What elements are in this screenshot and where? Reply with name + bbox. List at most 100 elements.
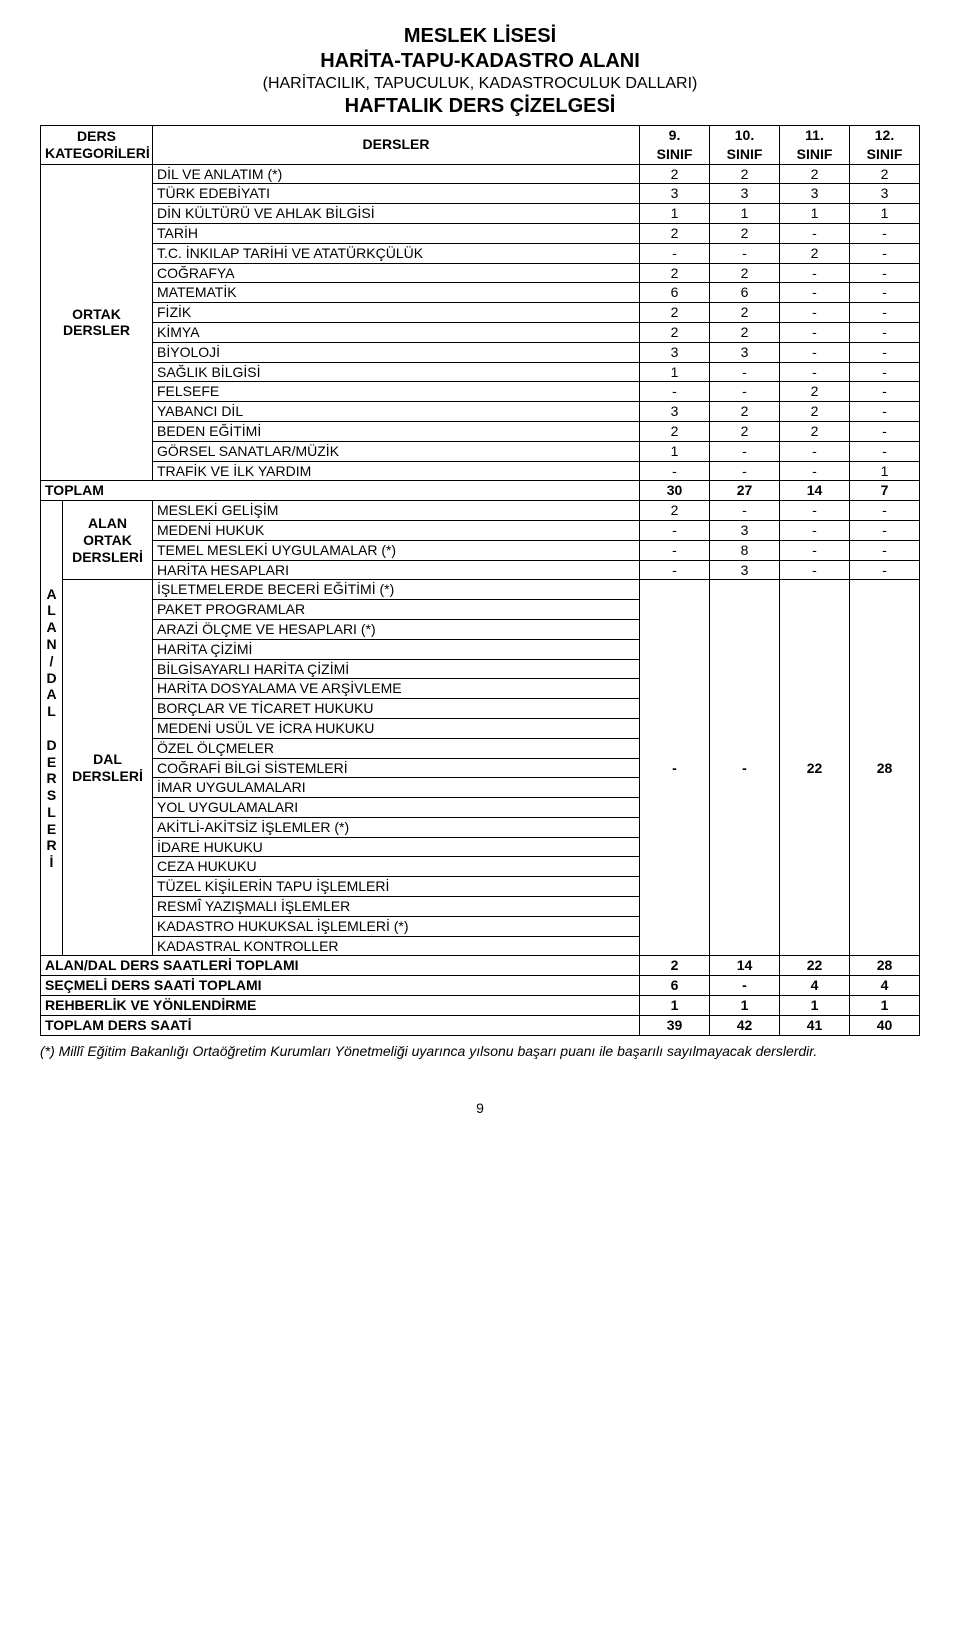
course-value: 1 xyxy=(640,362,710,382)
title-line-4: HAFTALIK DERS ÇİZELGESİ xyxy=(40,94,920,119)
title-line-2: HARİTA-TAPU-KADASTRO ALANI xyxy=(40,49,920,74)
course-value: 2 xyxy=(640,223,710,243)
course-name: YABANCI DİL xyxy=(153,402,640,422)
table-row: FELSEFE--2- xyxy=(41,382,920,402)
course-name: TÜRK EDEBİYATI xyxy=(153,184,640,204)
toplam-v12: 7 xyxy=(850,481,920,501)
table-row: DİN KÜLTÜRÜ VE AHLAK BİLGİSİ1111 xyxy=(41,204,920,224)
course-value: - xyxy=(850,283,920,303)
header-c9a: 9. xyxy=(640,126,710,145)
course-name: AKİTLİ-AKİTSİZ İŞLEMLER (*) xyxy=(153,817,640,837)
course-value: 2 xyxy=(850,164,920,184)
table-row: TEMEL MESLEKİ UYGULAMALAR (*)-8-- xyxy=(41,540,920,560)
toplam-v10: 27 xyxy=(710,481,780,501)
summary-value: 6 xyxy=(640,976,710,996)
course-value: - xyxy=(850,501,920,521)
course-value: - xyxy=(780,342,850,362)
course-value: 2 xyxy=(780,402,850,422)
course-value: 3 xyxy=(710,520,780,540)
title-line-3: (HARİTACILIK, TAPUCULUK, KADASTROCULUK D… xyxy=(40,74,920,94)
course-value: - xyxy=(850,540,920,560)
course-value: - xyxy=(850,520,920,540)
course-value: - xyxy=(850,421,920,441)
course-value: 2 xyxy=(710,223,780,243)
course-value: 3 xyxy=(780,184,850,204)
course-value: 6 xyxy=(640,283,710,303)
course-value: - xyxy=(780,263,850,283)
course-name: FİZİK xyxy=(153,303,640,323)
course-value: - xyxy=(640,461,710,481)
course-value: 6 xyxy=(710,283,780,303)
table-row: YABANCI DİL322- xyxy=(41,402,920,422)
course-value: 3 xyxy=(710,184,780,204)
course-value: - xyxy=(780,223,850,243)
header-c9b: SINIF xyxy=(640,145,710,164)
header-c12b: SINIF xyxy=(850,145,920,164)
alan-dal-vertical-label: ALAN/DALDERSLERİ xyxy=(41,501,63,956)
table-row: TÜRK EDEBİYATI3333 xyxy=(41,184,920,204)
course-name: GÖRSEL SANATLAR/MÜZİK xyxy=(153,441,640,461)
course-value: 8 xyxy=(710,540,780,560)
course-value: - xyxy=(780,362,850,382)
course-value: - xyxy=(850,303,920,323)
course-name: COĞRAFİ BİLGİ SİSTEMLERİ xyxy=(153,758,640,778)
summary-value: 39 xyxy=(640,1015,710,1035)
schedule-table: DERS KATEGORİLERİ DERSLER 9. 10. 11. 12.… xyxy=(40,125,920,1036)
course-value: 1 xyxy=(710,204,780,224)
course-value: - xyxy=(780,461,850,481)
course-name: ARAZİ ÖLÇME VE HESAPLARI (*) xyxy=(153,619,640,639)
course-name: İMAR UYGULAMALARI xyxy=(153,778,640,798)
course-name: SAĞLIK BİLGİSİ xyxy=(153,362,640,382)
course-name: KİMYA xyxy=(153,322,640,342)
dal-block-value: - xyxy=(640,580,710,956)
course-value: 3 xyxy=(640,184,710,204)
summary-value: 1 xyxy=(850,996,920,1016)
toplam-v9: 30 xyxy=(640,481,710,501)
course-name: HARİTA HESAPLARI xyxy=(153,560,640,580)
course-value: 2 xyxy=(710,322,780,342)
summary-value: 14 xyxy=(710,956,780,976)
course-value: 1 xyxy=(780,204,850,224)
header-courses: DERSLER xyxy=(153,126,640,165)
course-name: İŞLETMELERDE BECERİ EĞİTİMİ (*) xyxy=(153,580,640,600)
course-value: 3 xyxy=(850,184,920,204)
course-value: - xyxy=(640,540,710,560)
course-name: RESMÎ YAZIŞMALI İŞLEMLER xyxy=(153,897,640,917)
table-row: TRAFİK VE İLK YARDIM---1 xyxy=(41,461,920,481)
table-row: FİZİK22-- xyxy=(41,303,920,323)
summary-label: REHBERLİK VE YÖNLENDİRME xyxy=(41,996,640,1016)
ortak-label: ORTAK DERSLER xyxy=(41,164,153,481)
course-name: FELSEFE xyxy=(153,382,640,402)
table-row: BİYOLOJİ33-- xyxy=(41,342,920,362)
alan-ortak-label: ALANORTAKDERSLERİ xyxy=(63,501,153,580)
summary-value: 1 xyxy=(710,996,780,1016)
course-value: 2 xyxy=(640,164,710,184)
table-row: DALDERSLERİİŞLETMELERDE BECERİ EĞİTİMİ (… xyxy=(41,580,920,600)
course-value: - xyxy=(710,461,780,481)
table-row: BEDEN EĞİTİMİ222- xyxy=(41,421,920,441)
course-name: TÜZEL KİŞİLERİN TAPU İŞLEMLERİ xyxy=(153,877,640,897)
header-c12a: 12. xyxy=(850,126,920,145)
course-value: 1 xyxy=(640,204,710,224)
course-name: BİYOLOJİ xyxy=(153,342,640,362)
course-value: 3 xyxy=(640,402,710,422)
header-c10a: 10. xyxy=(710,126,780,145)
course-value: - xyxy=(780,303,850,323)
summary-value: 1 xyxy=(780,996,850,1016)
dal-block-value: 22 xyxy=(780,580,850,956)
summary-value: - xyxy=(710,976,780,996)
course-value: 3 xyxy=(710,560,780,580)
summary-value: 2 xyxy=(640,956,710,976)
course-value: - xyxy=(780,283,850,303)
table-row: ALAN/DALDERSLERİALANORTAKDERSLERİMESLEKİ… xyxy=(41,501,920,521)
course-value: - xyxy=(640,560,710,580)
course-name: KADASTRO HUKUKSAL İŞLEMLERİ (*) xyxy=(153,916,640,936)
summary-value: 28 xyxy=(850,956,920,976)
table-row: GÖRSEL SANATLAR/MÜZİK1--- xyxy=(41,441,920,461)
title-block: MESLEK LİSESİ HARİTA-TAPU-KADASTRO ALANI… xyxy=(40,24,920,119)
course-value: - xyxy=(710,362,780,382)
course-value: 2 xyxy=(710,402,780,422)
course-value: 2 xyxy=(640,263,710,283)
course-value: - xyxy=(850,243,920,263)
course-name: HARİTA ÇİZİMİ xyxy=(153,639,640,659)
